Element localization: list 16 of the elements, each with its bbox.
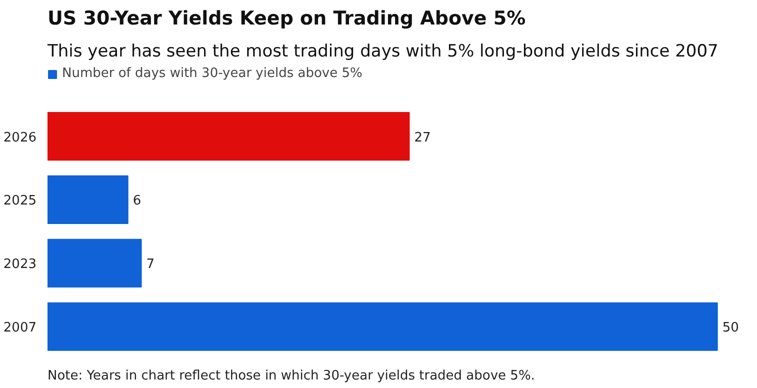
data-label: 6 bbox=[132, 194, 142, 209]
data-label: 50 bbox=[722, 320, 739, 336]
y-tick-label: 2026 bbox=[3, 130, 37, 146]
data-label: 27 bbox=[414, 130, 431, 146]
bar bbox=[48, 112, 410, 161]
legend-label: Number of days with 30-year yields above 5% bbox=[62, 66, 362, 81]
y-tick-label: 2007 bbox=[3, 320, 37, 336]
data-label: 7 bbox=[146, 257, 155, 272]
bar bbox=[48, 302, 718, 351]
y-tick-label: 2023 bbox=[3, 257, 37, 272]
bar bbox=[48, 238, 142, 288]
bar bbox=[48, 175, 128, 224]
chart-title: US 30-Year Yields Keep on Trading Above 5% bbox=[48, 8, 526, 30]
text: Note: Years in chart reflect those in which 30-year yields traded above 5%. bbox=[48, 368, 535, 384]
y-tick-label: 2025 bbox=[3, 194, 37, 209]
chart-subtitle: This year has seen the most trading days with 5% long-bond yields since 2007 bbox=[46, 42, 718, 62]
